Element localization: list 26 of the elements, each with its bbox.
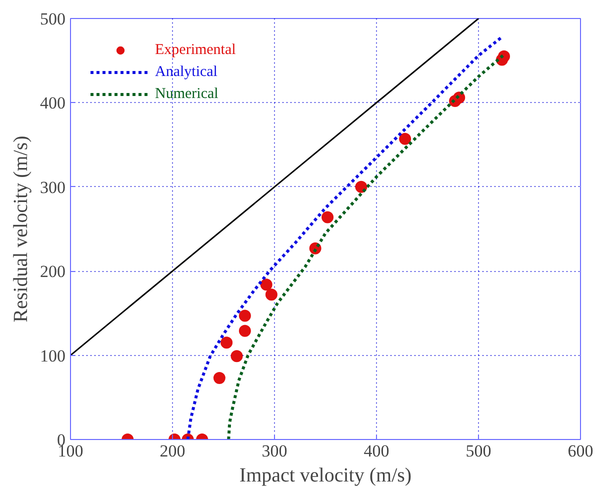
point bbox=[260, 278, 272, 291]
point bbox=[399, 132, 412, 145]
y-tick-label: 300 bbox=[40, 178, 66, 197]
legend-label: Experimental bbox=[155, 41, 236, 59]
y-tick-label: 200 bbox=[40, 262, 66, 282]
x-tick-label: 600 bbox=[568, 442, 594, 460]
point bbox=[355, 180, 368, 193]
point bbox=[230, 350, 243, 362]
legend-label: Numerical bbox=[155, 85, 218, 103]
y-tick-label: 400 bbox=[40, 94, 66, 113]
x-tick-label: 300 bbox=[262, 442, 288, 460]
x-tick-label: 500 bbox=[466, 442, 492, 460]
point bbox=[265, 288, 278, 301]
point bbox=[220, 336, 233, 349]
point bbox=[238, 310, 251, 322]
y-tick-label: 100 bbox=[40, 346, 66, 366]
y-tick-label: 500 bbox=[40, 10, 66, 28]
point bbox=[498, 50, 510, 62]
y-axis-title: Residual velocity (m/s) bbox=[10, 136, 32, 322]
x-axis-title: Impact velocity (m/s) bbox=[239, 464, 412, 486]
point bbox=[213, 372, 226, 384]
x-tick-label: 200 bbox=[160, 442, 186, 460]
legend-label: Analytical bbox=[155, 63, 218, 81]
point bbox=[238, 324, 251, 337]
x-tick-label: 400 bbox=[364, 442, 390, 460]
point bbox=[322, 211, 334, 224]
